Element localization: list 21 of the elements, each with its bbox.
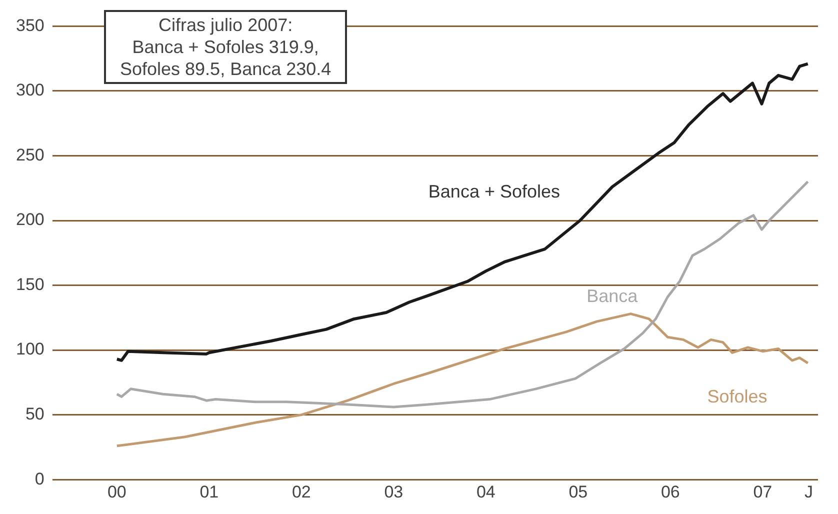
y-tick-label: 300 bbox=[16, 80, 44, 100]
y-tick-label: 0 bbox=[34, 469, 44, 488]
x-tick-label: 00 bbox=[107, 482, 126, 502]
series-label: Sofoles bbox=[707, 386, 768, 407]
x-tick-label: 04 bbox=[476, 482, 496, 502]
y-tick-label: 200 bbox=[16, 210, 44, 230]
y-tick-label: 150 bbox=[16, 274, 44, 294]
y-tick-label: 50 bbox=[25, 404, 44, 424]
x-tick-label: 07 bbox=[753, 482, 772, 502]
y-tick-label: 250 bbox=[16, 145, 44, 164]
annotation: Cifras julio 2007: Banca + Sofoles 319.9, Sofoles 89.5, Banca 230.4 bbox=[104, 10, 348, 84]
x-tick-label: 01 bbox=[200, 482, 219, 502]
x-tick-label: 02 bbox=[292, 482, 311, 502]
x-tick-label: 06 bbox=[660, 482, 680, 502]
x-tick-label: J bbox=[804, 482, 814, 502]
y-tick-label: 350 bbox=[16, 16, 44, 35]
series-label: Banca + Sofoles bbox=[428, 181, 560, 202]
y-tick-label: 100 bbox=[16, 340, 44, 359]
x-tick-label: 05 bbox=[568, 482, 588, 502]
series-label: Banca bbox=[586, 286, 639, 306]
x-tick-label: 03 bbox=[384, 482, 404, 502]
